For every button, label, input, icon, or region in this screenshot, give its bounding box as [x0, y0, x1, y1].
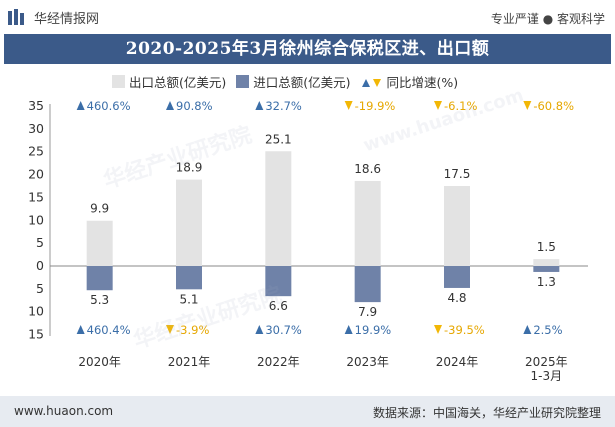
y-tick-label: 20: [28, 167, 44, 182]
export-value-label: 9.9: [90, 202, 109, 216]
logo-icon: [8, 8, 24, 25]
import-bar: [86, 266, 113, 291]
export-value-label: 18.6: [354, 162, 381, 176]
import-bar: [533, 266, 560, 272]
growth-up-arrow-icon: [523, 325, 532, 334]
y-tick-label: 15: [28, 327, 44, 342]
growth-label: 19.9%: [355, 323, 392, 337]
legend-export: 出口总额(亿美元): [112, 72, 226, 91]
tagline: 专业严谨 ● 客观科学: [490, 12, 605, 26]
export-bar: [444, 186, 470, 266]
chart-title: 2020-2025年3月徐州综合保税区进、出口额: [125, 39, 490, 59]
y-tick-label: 0: [36, 258, 44, 273]
growth-down-arrow-icon: [434, 101, 442, 110]
x-tick-label: 2025年: [525, 355, 568, 369]
x-tick-label: 2024年: [436, 355, 479, 369]
legend-export-swatch: [112, 75, 125, 88]
growth-label: 90.8%: [176, 99, 213, 113]
y-tick-label: 10: [28, 304, 44, 319]
growth-up-arrow-icon: [344, 325, 353, 334]
import-value-label: 7.9: [358, 305, 377, 319]
legend-import-label: 进口总额(亿美元): [253, 75, 351, 90]
growth-up-arrow-icon: [76, 101, 85, 110]
bar-chart: 35 30 25 20 15 10 5 0 5 10 15 9.9 5.3 460.6% 460.4% 202…: [28, 98, 588, 383]
y-tick-label: 35: [28, 98, 44, 113]
legend-growth: 同比增速(%): [361, 72, 459, 91]
growth-label: 32.7%: [265, 99, 302, 113]
footer-source: 数据来源：中国海关，华经产业研究院整理: [372, 406, 601, 420]
y-tick-label: 5: [36, 235, 44, 250]
y-tick-label: 30: [28, 121, 44, 136]
import-bar: [265, 266, 292, 297]
x-tick-label: 2022年: [257, 355, 300, 369]
y-tick-label: 5: [36, 281, 44, 296]
import-bar: [444, 266, 470, 288]
legend-import-swatch: [236, 75, 250, 88]
export-value-label: 1.5: [537, 240, 556, 254]
import-value-label: 4.8: [447, 291, 466, 305]
y-tick-label: 10: [28, 212, 44, 227]
growth-down-arrow-icon: [523, 101, 532, 110]
growth-up-arrow-icon: [255, 325, 264, 334]
growth-down-arrow-icon: [434, 325, 442, 334]
legend-growth-label: 同比增速(%): [386, 75, 459, 90]
growth-label: 30.7%: [265, 323, 302, 337]
export-bar: [176, 179, 202, 266]
import-value-label: 6.6: [269, 299, 288, 313]
growth-down-arrow-icon: [166, 325, 174, 334]
export-value-label: 18.9: [176, 161, 203, 175]
y-tick-label: 25: [28, 144, 44, 159]
import-bar: [176, 266, 202, 290]
legend-growth-arrows-icon: [361, 78, 381, 87]
x-tick-label: 2023年: [346, 355, 389, 369]
growth-down-arrow-icon: [344, 101, 353, 110]
growth-label: -6.1%: [444, 99, 477, 113]
legend-import: 进口总额(亿美元): [236, 72, 351, 91]
footer: www.huaon.com 数据来源：中国海关，华经产业研究院整理: [0, 396, 615, 427]
growth-label: -3.9%: [176, 323, 209, 337]
x-tick-label: 2020年: [78, 355, 121, 369]
top-bar: 华经情报网 专业严谨 ● 客观科学: [0, 0, 615, 34]
growth-label: -19.9%: [355, 99, 396, 113]
import-bar: [354, 266, 381, 303]
title-band: 2020-2025年3月徐州综合保税区进、出口额: [4, 34, 611, 64]
export-bar: [265, 151, 292, 266]
import-value-label: 5.3: [90, 293, 109, 307]
export-value-label: 17.5: [444, 167, 471, 181]
legend-export-label: 出口总额(亿美元): [129, 75, 227, 90]
x-tick-label: 1-3月: [531, 369, 563, 383]
growth-label: -39.5%: [444, 323, 485, 337]
growth-up-arrow-icon: [166, 101, 174, 110]
growth-up-arrow-icon: [255, 101, 264, 110]
export-bar: [354, 180, 381, 266]
import-value-label: 1.3: [537, 275, 556, 289]
footer-url: www.huaon.com: [14, 404, 114, 418]
chart-legend: 出口总额(亿美元) 进口总额(亿美元) 同比增速(%): [112, 72, 458, 91]
growth-label: 460.4%: [87, 323, 131, 337]
growth-label: -60.8%: [533, 99, 574, 113]
brand-logo: 华经情报网: [8, 8, 99, 27]
x-tick-label: 2021年: [168, 355, 211, 369]
export-bar: [533, 259, 560, 266]
growth-up-arrow-icon: [76, 325, 85, 334]
export-value-label: 25.1: [265, 132, 292, 146]
import-value-label: 5.1: [179, 292, 198, 306]
logo-text: 华经情报网: [34, 12, 100, 27]
y-tick-label: 15: [28, 189, 44, 204]
export-bar: [86, 220, 113, 266]
growth-label: 2.5%: [533, 323, 562, 337]
growth-label: 460.6%: [87, 99, 131, 113]
